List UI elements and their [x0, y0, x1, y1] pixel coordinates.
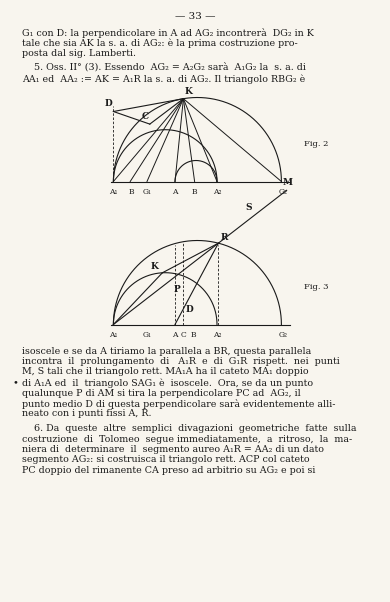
- Text: punto medio D di questa perpendicolare sarà evidentemente alli-: punto medio D di questa perpendicolare s…: [22, 399, 335, 409]
- Text: AA₁ ed  AA₂ := AK = A₁R la s. a. di AG₂. Il triangolo RBG₂ è: AA₁ ed AA₂ := AK = A₁R la s. a. di AG₂. …: [22, 74, 305, 84]
- Text: M: M: [283, 178, 293, 187]
- Text: B: B: [192, 188, 197, 196]
- Text: qualunque P di AM si tira la perpendicolare PC ad  AG₂, il: qualunque P di AM si tira la perpendicol…: [22, 388, 301, 397]
- Text: tale che sia AK la s. a. di AG₂: è la prima costruzione pro-: tale che sia AK la s. a. di AG₂: è la pr…: [22, 39, 298, 48]
- Text: G₁: G₁: [142, 330, 151, 339]
- Text: M, S tali che il triangolo rett. MA₁A ha il cateto MA₁ doppio: M, S tali che il triangolo rett. MA₁A ha…: [22, 367, 308, 376]
- Text: niera di  determinare  il  segmento aureo A₁R = AA₂ di un dato: niera di determinare il segmento aureo A…: [22, 445, 324, 454]
- Text: R: R: [221, 233, 228, 242]
- Text: incontra  il  prolungamento  di   A₁R  e  di  G₁R  rispett.  nei  punti: incontra il prolungamento di A₁R e di G₁…: [22, 357, 340, 366]
- Text: A₁: A₁: [109, 188, 118, 196]
- Text: G₂: G₂: [278, 188, 287, 196]
- Text: 6. Da  queste  altre  semplici  divagazioni  geometriche  fatte  sulla: 6. Da queste altre semplici divagazioni …: [34, 424, 356, 433]
- Text: A₂: A₂: [213, 330, 221, 339]
- Text: G₁ con D: la perpendicolare in A ad AG₂ incontrerà  DG₂ in K: G₁ con D: la perpendicolare in A ad AG₂ …: [22, 28, 314, 38]
- Text: Fig. 2: Fig. 2: [304, 140, 328, 147]
- Text: A: A: [172, 188, 178, 196]
- Text: •: •: [13, 378, 19, 387]
- Text: neato con i punti fissi A, R.: neato con i punti fissi A, R.: [22, 409, 151, 418]
- Text: costruzione  di  Tolomeo  segue immediatamente,  a  ritroso,  la  ma-: costruzione di Tolomeo segue immediatame…: [22, 435, 352, 444]
- Text: Fig. 3: Fig. 3: [304, 283, 328, 291]
- Text: C: C: [141, 113, 149, 121]
- Text: — 33 —: — 33 —: [175, 12, 215, 21]
- Text: posta dal sig. Lamberti.: posta dal sig. Lamberti.: [22, 49, 136, 58]
- Text: A: A: [172, 330, 178, 339]
- Text: D: D: [104, 99, 112, 108]
- Text: G₂: G₂: [278, 330, 287, 339]
- Text: di A₁A ed  il  triangolo SAG₁ è  isoscele.  Ora, se da un punto: di A₁A ed il triangolo SAG₁ è isoscele. …: [22, 378, 313, 388]
- Text: K: K: [150, 262, 158, 272]
- Text: P: P: [173, 285, 180, 294]
- Text: K: K: [185, 87, 193, 96]
- Text: S: S: [246, 203, 252, 212]
- Text: segmento AG₂: si costruisca il triangolo rett. ACP col cateto: segmento AG₂: si costruisca il triangolo…: [22, 456, 310, 465]
- Text: B: B: [129, 188, 135, 196]
- Text: isoscele e se da A tiriamo la parallela a BR, questa parallela: isoscele e se da A tiriamo la parallela …: [22, 347, 311, 356]
- Text: G₁: G₁: [142, 188, 151, 196]
- Text: PC doppio del rimanente CA preso ad arbitrio su AG₂ e poi si: PC doppio del rimanente CA preso ad arbi…: [22, 466, 316, 475]
- Text: C: C: [181, 330, 186, 339]
- Text: B: B: [190, 330, 196, 339]
- Text: 5. Oss. II° (3). Essendo  AG₂ = A₂G₂ sarà  A₁G₂ la  s. a. di: 5. Oss. II° (3). Essendo AG₂ = A₂G₂ sarà…: [34, 63, 306, 73]
- Text: A₁: A₁: [109, 330, 118, 339]
- Text: A₂: A₂: [213, 188, 221, 196]
- Text: D: D: [186, 305, 193, 314]
